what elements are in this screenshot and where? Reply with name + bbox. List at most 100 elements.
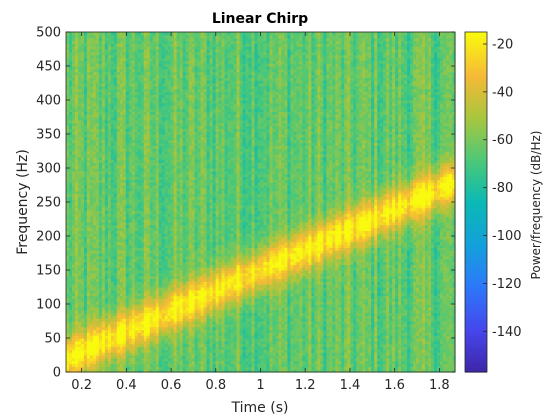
heatmap-cell <box>86 366 91 370</box>
heatmap-cell <box>74 66 79 70</box>
heatmap-cell <box>155 139 160 144</box>
heatmap-cell <box>161 71 166 76</box>
heatmap-cell <box>167 321 172 325</box>
heatmap-cell <box>188 338 193 342</box>
heatmap-cell <box>101 329 106 333</box>
heatmap-cell <box>119 284 124 288</box>
heatmap-cell <box>113 187 118 192</box>
heatmap-cell <box>158 329 163 333</box>
heatmap-cell <box>92 34 97 39</box>
heatmap-cell <box>77 134 82 138</box>
heatmap-cell <box>164 176 169 180</box>
heatmap-cell <box>182 340 187 345</box>
heatmap-cell <box>149 57 154 61</box>
heatmap-cell <box>119 255 124 260</box>
heatmap-cell <box>95 258 100 263</box>
heatmap-cell <box>137 253 142 257</box>
heatmap-cell <box>137 295 142 299</box>
heatmap-cell <box>173 349 178 353</box>
heatmap-cell <box>101 193 106 197</box>
heatmap-cell <box>137 210 142 214</box>
heatmap-cell <box>77 187 82 192</box>
heatmap-cell <box>146 51 151 56</box>
heatmap-cell <box>107 173 112 178</box>
heatmap-cell <box>98 272 103 277</box>
heatmap-cell <box>92 85 97 90</box>
heatmap-cell <box>137 63 142 67</box>
heatmap-cell <box>182 63 187 67</box>
heatmap-cell <box>71 323 76 328</box>
heatmap-cell <box>107 125 112 129</box>
heatmap-cell <box>140 134 145 138</box>
heatmap-cell <box>161 343 166 348</box>
heatmap-cell <box>170 287 175 291</box>
heatmap-cell <box>113 267 118 271</box>
heatmap-cell <box>66 202 70 206</box>
heatmap-cell <box>167 102 172 107</box>
heatmap-cell <box>71 335 76 339</box>
heatmap-cell <box>107 241 112 246</box>
heatmap-cell <box>80 216 85 220</box>
heatmap-cell <box>113 179 118 183</box>
heatmap-cell <box>95 230 100 234</box>
heatmap-cell <box>71 125 76 129</box>
heatmap-cell <box>104 51 109 56</box>
heatmap-cell <box>125 216 130 220</box>
heatmap-cell <box>71 346 76 350</box>
heatmap-cell <box>71 156 76 161</box>
heatmap-cell <box>128 321 133 325</box>
heatmap-cell <box>128 261 133 265</box>
heatmap-cell <box>92 57 97 61</box>
heatmap-cell <box>68 349 73 353</box>
heatmap-cell <box>122 102 127 107</box>
heatmap-cell <box>152 210 157 214</box>
heatmap-cell <box>71 40 76 44</box>
heatmap-cell <box>182 165 187 169</box>
heatmap-cell <box>74 355 79 359</box>
heatmap-cell <box>77 238 82 243</box>
heatmap-cell <box>164 292 169 297</box>
heatmap-cell <box>80 224 85 229</box>
heatmap-cell <box>110 91 115 95</box>
heatmap-cell <box>137 207 142 212</box>
heatmap-cell <box>83 284 88 288</box>
heatmap-cell <box>167 32 172 36</box>
heatmap-cell <box>74 238 79 243</box>
heatmap-cell <box>176 258 181 263</box>
heatmap-cell <box>116 139 121 144</box>
heatmap-cell <box>110 236 115 240</box>
heatmap-cell <box>176 74 181 78</box>
heatmap-cell <box>110 54 115 59</box>
heatmap-cell <box>68 278 73 282</box>
heatmap-cell <box>134 261 139 265</box>
heatmap-cell <box>128 287 133 291</box>
heatmap-cell <box>164 97 169 101</box>
heatmap-cell <box>77 216 82 220</box>
heatmap-cell <box>176 117 181 121</box>
heatmap-cell <box>83 32 88 36</box>
heatmap-cell <box>68 301 73 305</box>
heatmap-cell <box>149 224 154 229</box>
heatmap-cell <box>128 125 133 129</box>
heatmap-cell <box>164 128 169 132</box>
heatmap-cell <box>179 185 184 189</box>
heatmap-cell <box>80 287 85 291</box>
heatmap-cell <box>149 349 154 353</box>
heatmap-cell <box>176 97 181 101</box>
heatmap-cell <box>164 32 169 36</box>
heatmap-cell <box>89 360 94 365</box>
heatmap-cell <box>98 49 103 53</box>
heatmap-cell <box>68 255 73 260</box>
heatmap-cell <box>131 54 136 59</box>
heatmap-cell <box>170 253 175 257</box>
heatmap-cell <box>134 37 139 42</box>
heatmap-cell <box>149 148 154 152</box>
heatmap-cell <box>140 357 145 362</box>
heatmap-cell <box>89 32 94 36</box>
heatmap-cell <box>107 264 112 268</box>
heatmap-cell <box>74 153 79 158</box>
heatmap-cell <box>74 202 79 206</box>
heatmap-cell <box>161 329 166 333</box>
heatmap-cell <box>77 57 82 61</box>
heatmap-cell <box>66 315 70 319</box>
